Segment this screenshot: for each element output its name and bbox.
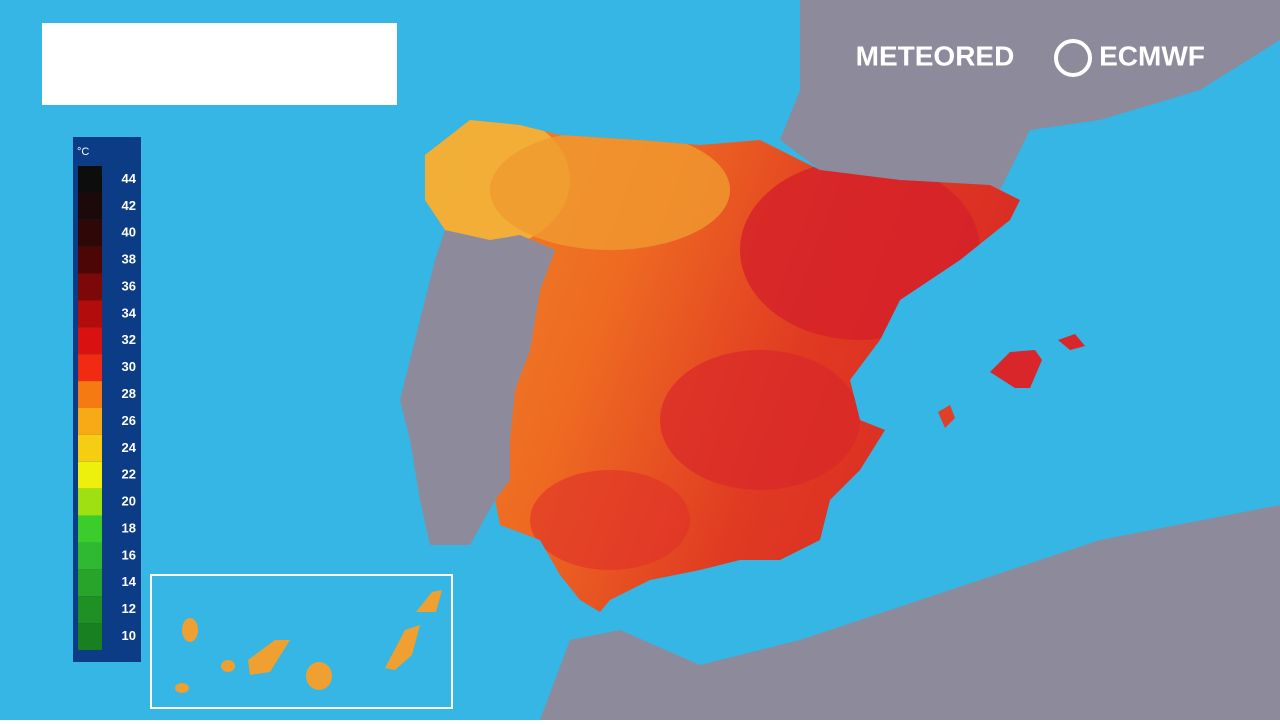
legend-swatch	[78, 542, 102, 570]
legend-label: 32	[122, 332, 136, 347]
legend-unit: °C	[77, 146, 89, 158]
legend-swatch	[78, 166, 102, 193]
legend-label: 22	[122, 467, 136, 482]
legend-label: 18	[122, 520, 136, 535]
title-box	[42, 23, 397, 105]
legend-label: 38	[122, 252, 136, 267]
legend-label: 16	[122, 547, 136, 562]
legend-label: 42	[122, 198, 136, 213]
ibiza	[938, 405, 955, 428]
legend: 44 42 40 38 36 34 32 30 28 26 24 22 20 18 16 14 12 10	[78, 166, 137, 650]
africa	[540, 505, 1280, 720]
legend-swatch	[78, 354, 102, 382]
ecmwf-logo: ECMWF	[1099, 40, 1205, 71]
legend-label: 40	[122, 225, 136, 240]
legend-label: 24	[122, 440, 137, 455]
legend-label: 28	[122, 386, 136, 401]
legend-swatch	[78, 327, 102, 355]
legend-label: 30	[122, 359, 136, 374]
legend-label: 36	[122, 278, 136, 293]
legend-label: 34	[122, 305, 137, 320]
menorca	[1058, 334, 1085, 350]
legend-swatch	[78, 300, 102, 328]
ecmwf-icon	[1054, 39, 1092, 77]
legend-swatch	[78, 569, 102, 597]
meteored-logo: METEORED	[856, 40, 1015, 71]
legend-swatch	[78, 461, 102, 489]
mallorca	[990, 350, 1042, 388]
legend-swatch	[78, 596, 102, 624]
legend-label: 12	[122, 601, 136, 616]
legend-label: 14	[122, 574, 137, 589]
legend-label: 10	[122, 628, 136, 643]
portugal	[400, 230, 555, 545]
legend-swatch	[78, 273, 102, 301]
france	[780, 0, 1280, 190]
legend-label: 20	[122, 494, 136, 509]
legend-label: 44	[122, 171, 137, 186]
canary-inset	[150, 574, 453, 709]
legend-swatch	[78, 434, 102, 462]
legend-swatch	[78, 246, 102, 274]
legend-swatch	[78, 219, 102, 247]
legend-swatch	[78, 381, 102, 408]
legend-swatch	[78, 192, 102, 220]
legend-swatch	[78, 515, 102, 543]
legend-label: 26	[122, 413, 136, 428]
legend-swatch	[78, 488, 102, 516]
canary-islands	[175, 590, 442, 693]
legend-swatch	[78, 408, 102, 435]
legend-swatch	[78, 623, 102, 650]
